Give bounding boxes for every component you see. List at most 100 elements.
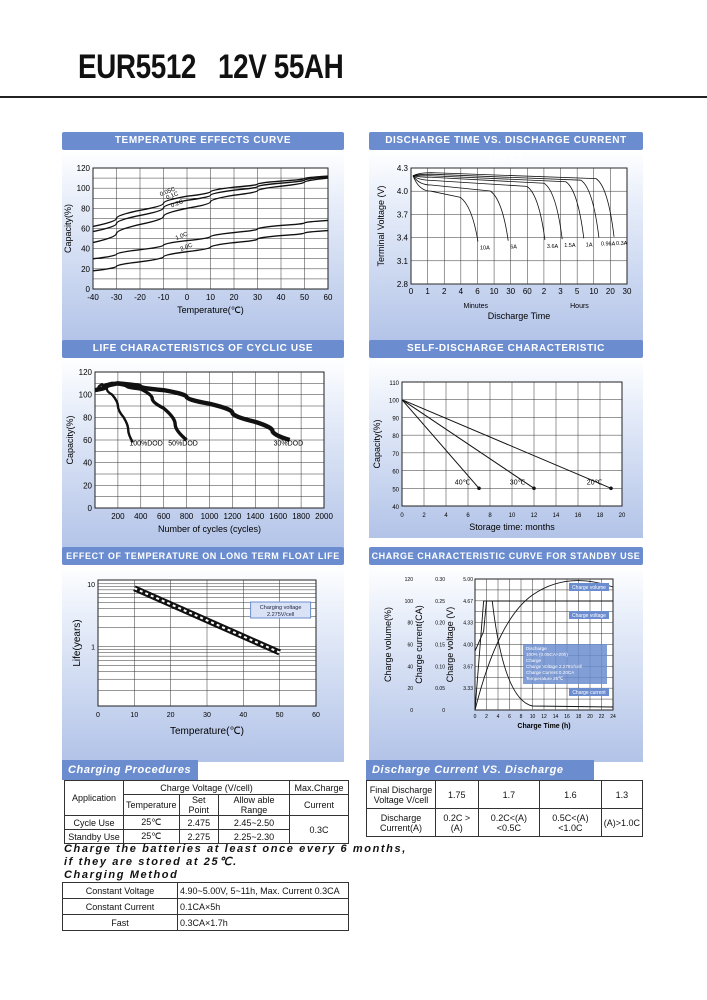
temp-effects-header: TEMPERATURE EFFECTS CURVE	[62, 132, 344, 150]
cycle-use-set: 2.475	[178, 815, 220, 830]
constant-voltage-label: Constant Voltage	[62, 882, 178, 899]
sub-temperature: Temperature	[123, 794, 180, 816]
y-axis-title: Capacity(%)	[65, 415, 75, 464]
x-tick-label: 40	[239, 712, 247, 719]
series-label: 50%DOD	[168, 441, 198, 448]
y-tick-current: 0.10	[435, 664, 445, 670]
y-tick-label: 60	[392, 470, 399, 476]
y-axis-title: Charge current(CA)	[414, 605, 424, 684]
x-tick-label: 6	[508, 714, 511, 720]
float-life-header: EFFECT OF TEMPERATURE ON LONG TERM FLOAT…	[62, 547, 344, 565]
series-label: 0.3A	[616, 241, 628, 247]
x-axis-title: Discharge Time	[488, 311, 551, 321]
legend-entry: 100% (0.05CA×20h)	[526, 652, 568, 657]
x-tick-label: 60	[324, 293, 333, 302]
series-line	[92, 175, 329, 228]
y-tick-label: 20	[81, 265, 90, 274]
x-tick-label: 24	[610, 714, 616, 720]
discharge-current-4: (A)>1.0C	[600, 808, 644, 837]
legend-entry: Charge	[526, 658, 542, 663]
series-label: 0.05C	[159, 186, 177, 198]
x-tick-label: 5	[575, 287, 580, 296]
y-tick-label: 120	[77, 164, 91, 173]
fast-label: Fast	[62, 914, 178, 931]
y-tick-label: 100	[77, 184, 91, 193]
annotation-label: Charging voltage	[260, 605, 302, 611]
x-tick-label: 0	[185, 293, 190, 302]
col-current: Current	[289, 794, 349, 816]
x-tick-label: 10	[130, 712, 138, 719]
x-tick-label: 6	[466, 513, 470, 519]
x-tick-label: 3	[558, 287, 563, 296]
standby-use-set: 2.275	[178, 829, 220, 844]
discharge-voltage-table: Final Discharge Voltage V/cell 1.75 1.7 …	[366, 780, 644, 837]
y-tick-label: 10	[87, 582, 95, 589]
series-line	[412, 175, 563, 240]
series-line	[412, 175, 585, 239]
plot-area	[410, 167, 628, 285]
x-axis-title: Temperature(℃)	[170, 726, 244, 737]
y-axis-title: Terminal Voltage (V)	[376, 185, 386, 266]
series-line	[401, 399, 480, 489]
y-tick-current: 0	[442, 708, 445, 714]
charge-curve-header: CHARGE CHARACTERISTIC CURVE FOR STANDBY …	[369, 547, 643, 565]
x-tick-label: 2	[485, 714, 488, 720]
charge-current-curve	[474, 600, 614, 711]
charging-procedures-table: Application Charge Voltage (V/cell) Max.…	[64, 780, 349, 844]
x-tick-label: 60	[523, 287, 532, 296]
y-tick-volume: 60	[407, 643, 413, 649]
series-label: 30%DOD	[274, 441, 304, 448]
charge-volume-label: Charge volume	[572, 585, 606, 591]
series-label: 6A	[510, 245, 517, 251]
x-tick-label: 0	[96, 712, 100, 719]
y-tick-label: 40	[392, 505, 399, 511]
discharge-current-label: Discharge Current(A)	[366, 808, 436, 837]
x-group-label: Minutes	[464, 303, 489, 310]
y-axis-title: Capacity(%)	[63, 204, 73, 253]
final-voltage-2: 1.7	[477, 780, 541, 809]
y-tick-label: 20	[83, 481, 92, 490]
series-line	[92, 219, 329, 260]
y-tick-volume: 0	[410, 708, 413, 714]
series-label: 100%DOD	[129, 441, 162, 448]
y-tick-label: 2.8	[397, 280, 409, 289]
x-axis-title: Number of cycles (cycles)	[158, 524, 261, 534]
series-line	[401, 399, 612, 489]
charge-voltage-curve	[474, 600, 613, 652]
charging-procedures-header: Charging Procedures	[62, 760, 198, 780]
x-tick-label: 400	[134, 512, 148, 521]
y-tick-voltage: 4.00	[463, 643, 473, 649]
legend-entry: Charge Voltage 2.275V/cell	[526, 664, 582, 669]
charging-method-title: Charging Method	[64, 869, 179, 881]
series-line	[92, 229, 329, 272]
series-line	[401, 399, 535, 489]
discharge-time-header: DISCHARGE TIME VS. DISCHARGE CURRENT (25…	[369, 132, 643, 164]
x-tick-label: 16	[564, 714, 570, 720]
series-label: 0.96A	[601, 242, 616, 248]
x-group-label: Hours	[570, 303, 589, 310]
fast-value: 0.3CA×1.7h	[177, 914, 349, 931]
y-tick-label: 80	[81, 204, 90, 213]
y-tick-voltage: 5.00	[463, 577, 473, 583]
series-label: 40℃	[455, 480, 471, 487]
series-label: 0.1C	[166, 191, 181, 202]
x-tick-label: 30	[253, 293, 262, 302]
max-current-value: 0.3C	[289, 815, 349, 844]
series-line	[94, 383, 134, 443]
y-axis-title: Charge volume(%)	[383, 607, 393, 682]
x-tick-label: 8	[488, 513, 492, 519]
y-tick-label: 50	[392, 487, 399, 493]
x-tick-label: 40	[277, 293, 286, 302]
x-tick-label: 1800	[292, 512, 310, 521]
temp-effects-chart: -40 -30 -20 -10 0 10 20 30 40 50 60 0 20 40 60 80 100 120…	[63, 164, 333, 315]
series-line	[92, 177, 329, 244]
charge-volume-curve	[474, 580, 614, 711]
x-tick-label: 10	[589, 287, 598, 296]
x-tick-label: -30	[111, 293, 123, 302]
x-tick-label: 1400	[246, 512, 264, 521]
x-tick-label: 2	[442, 287, 447, 296]
series-line	[412, 175, 509, 241]
life-cyclic-chart: 200 400 600 800 1000 1200 1400 1600 1800 2000 0 20 4…	[65, 368, 333, 534]
x-tick-label: 20	[606, 287, 615, 296]
series-label: 30℃	[510, 480, 526, 487]
